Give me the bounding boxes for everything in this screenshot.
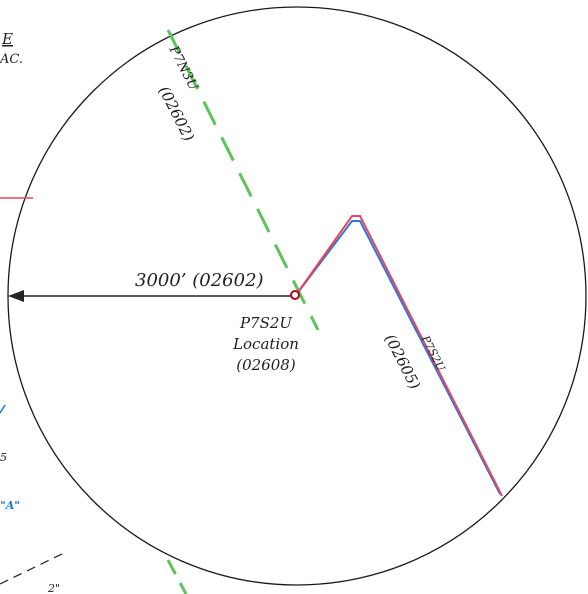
edge-legend-text-2: AC. [0, 52, 23, 67]
edge-legend-blue-text: "A" [0, 499, 20, 512]
edge-legend-text-1: E [1, 30, 13, 48]
location-code-label: (02608) [236, 356, 296, 374]
pipeline-blue-route [295, 220, 501, 495]
pipeline-red-route [295, 215, 503, 497]
radius-label: 3000’ (02602) [135, 270, 264, 291]
pipeline-p7s2u-code: (02605) [381, 331, 424, 392]
edge-legend-bottom-text: 2" [47, 582, 60, 594]
location-marker [290, 290, 300, 300]
edge-dashed-leader [0, 552, 65, 585]
location-name-label: P7S2U [239, 314, 293, 332]
pipeline-lower-dashed [166, 559, 188, 594]
edge-blue-tick [0, 404, 6, 414]
edge-legend-number: 5 [0, 451, 7, 464]
pipeline-p7n3u-code: (02602) [155, 83, 198, 144]
pipeline-p7s2u-name: P7S2U [418, 333, 448, 374]
location-word-label: Location [232, 335, 299, 353]
pipeline-p7n3u-dashed [166, 29, 320, 331]
radius-arrow-head [8, 290, 24, 302]
